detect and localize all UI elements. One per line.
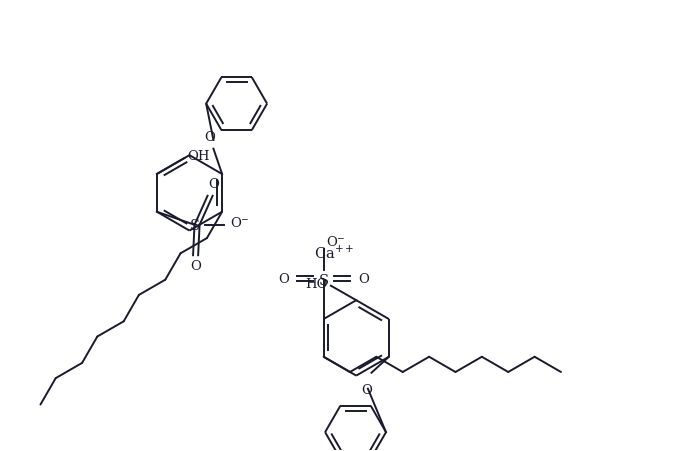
Text: Ca$^{++}$: Ca$^{++}$ bbox=[314, 244, 355, 262]
Text: O: O bbox=[208, 179, 218, 191]
Text: O$^{-}$: O$^{-}$ bbox=[327, 235, 346, 249]
Text: O: O bbox=[358, 273, 369, 285]
Text: O$^{-}$: O$^{-}$ bbox=[230, 216, 250, 230]
Text: O: O bbox=[278, 273, 289, 285]
Text: S: S bbox=[318, 274, 329, 288]
Text: O: O bbox=[205, 131, 215, 144]
Text: S: S bbox=[190, 218, 200, 233]
Text: OH: OH bbox=[187, 150, 210, 163]
Text: HO: HO bbox=[305, 278, 327, 291]
Text: O: O bbox=[361, 384, 372, 397]
Text: O: O bbox=[190, 260, 201, 272]
